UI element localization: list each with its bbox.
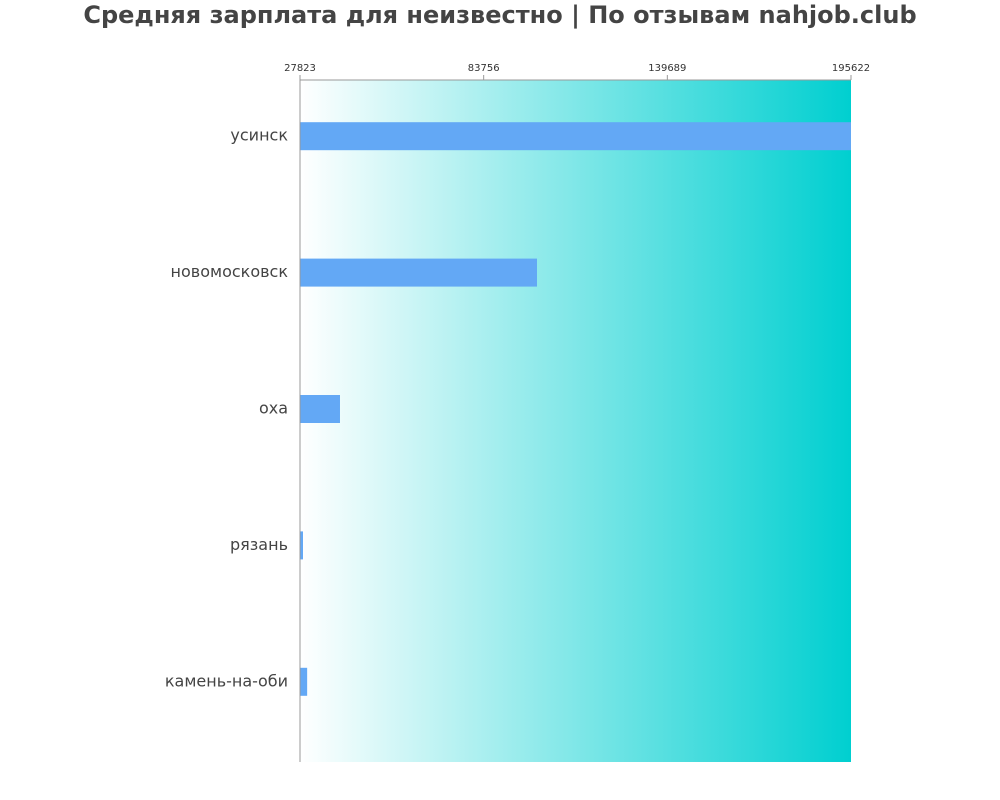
bar-4 (300, 667, 308, 696)
plot-background (300, 80, 851, 762)
category-label: усинск (230, 126, 288, 145)
x-tick-label: 139689 (648, 63, 686, 74)
x-tick-label: 83756 (468, 63, 500, 74)
x-tick-label: 27823 (284, 63, 316, 74)
bar-0 (300, 122, 851, 151)
category-label: рязань (230, 535, 288, 554)
x-tick-label: 195622 (832, 63, 870, 74)
bar-3 (300, 531, 303, 560)
bar-2 (300, 395, 340, 423)
bar-1 (300, 258, 538, 287)
chart-title: Средняя зарплата для неизвестно | По отз… (83, 1, 917, 29)
category-label: новомосковск (171, 262, 289, 281)
category-label: камень-на-оби (165, 671, 288, 690)
category-label: оха (259, 399, 288, 418)
